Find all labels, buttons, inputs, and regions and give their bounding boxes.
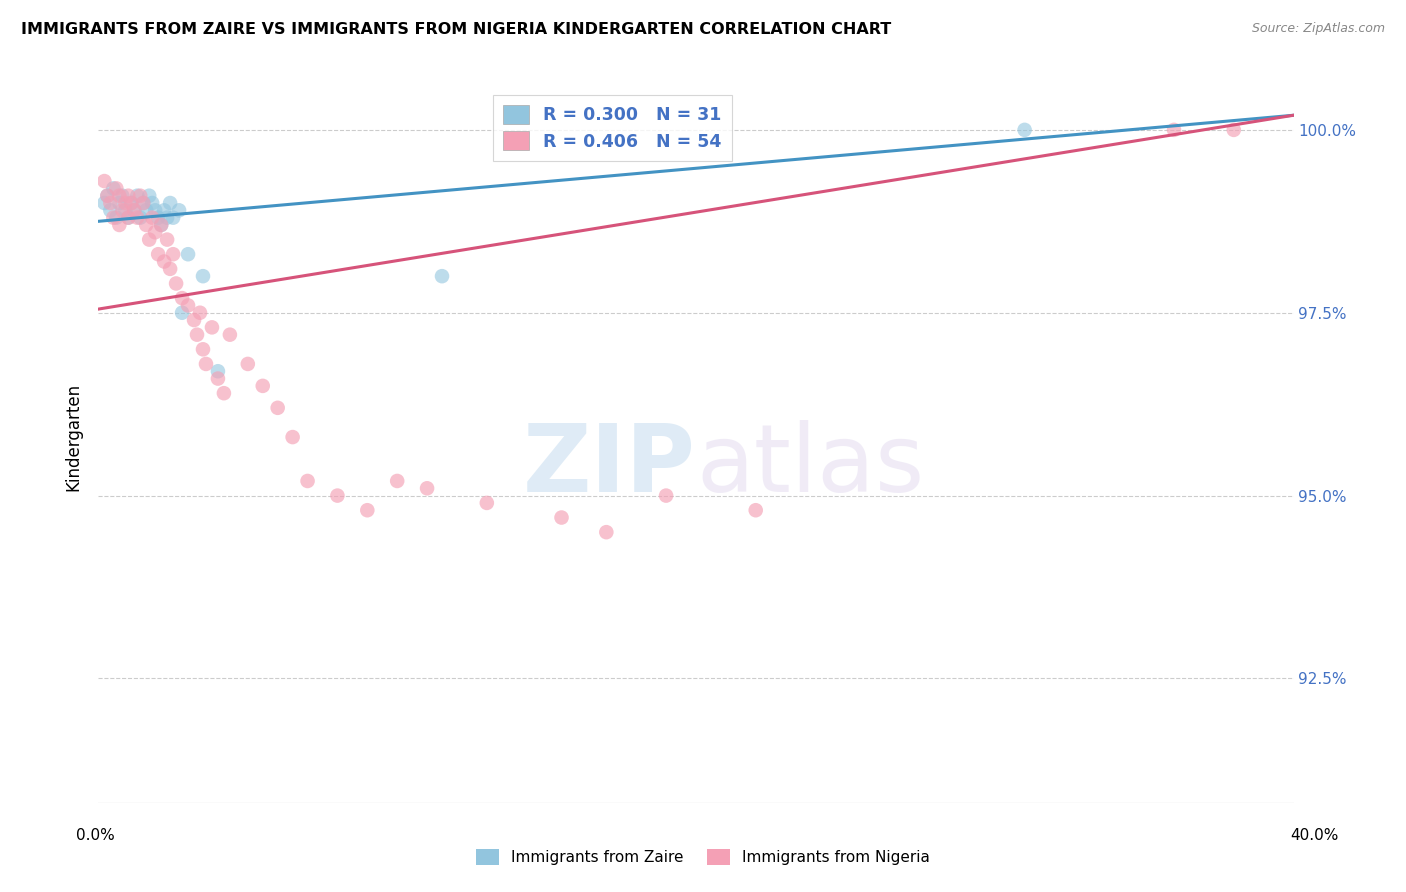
Point	[156, 211, 179, 225]
Point	[135, 218, 157, 232]
Point	[191, 343, 214, 357]
Point	[165, 277, 187, 291]
Point	[132, 196, 155, 211]
Point	[297, 474, 319, 488]
Point	[207, 371, 229, 385]
Point	[124, 203, 146, 218]
Point	[132, 196, 155, 211]
Point	[281, 430, 304, 444]
Point	[191, 269, 214, 284]
Point	[111, 203, 134, 218]
Point	[111, 188, 134, 202]
Point	[98, 203, 122, 218]
Point	[148, 247, 170, 261]
Point	[745, 503, 768, 517]
Legend: R = 0.300   N = 31, R = 0.406   N = 54: R = 0.300 N = 31, R = 0.406 N = 54	[492, 95, 733, 161]
Point	[267, 401, 290, 415]
Point	[105, 211, 128, 225]
Point	[96, 188, 118, 202]
Point	[475, 496, 498, 510]
Point	[195, 357, 218, 371]
Point	[120, 196, 142, 211]
Point	[550, 510, 572, 524]
Text: IMMIGRANTS FROM ZAIRE VS IMMIGRANTS FROM NIGERIA KINDERGARTEN CORRELATION CHART: IMMIGRANTS FROM ZAIRE VS IMMIGRANTS FROM…	[21, 22, 891, 37]
Text: 0.0%: 0.0%	[76, 828, 115, 843]
Point	[114, 203, 136, 218]
Point	[135, 203, 157, 218]
Point	[98, 196, 122, 211]
Point	[356, 503, 378, 517]
Point	[96, 188, 118, 202]
Point	[167, 203, 190, 218]
Point	[143, 203, 166, 218]
Text: atlas: atlas	[696, 420, 924, 512]
Point	[162, 247, 184, 261]
Point	[103, 181, 125, 195]
Point	[172, 291, 194, 305]
Point	[172, 306, 194, 320]
Point	[1014, 123, 1036, 137]
Point	[159, 196, 181, 211]
Point	[177, 247, 200, 261]
Point	[120, 196, 142, 211]
Point	[326, 489, 349, 503]
Text: Source: ZipAtlas.com: Source: ZipAtlas.com	[1251, 22, 1385, 36]
Point	[385, 474, 409, 488]
Point	[252, 379, 274, 393]
Legend: Immigrants from Zaire, Immigrants from Nigeria: Immigrants from Zaire, Immigrants from N…	[470, 843, 936, 871]
Point	[108, 218, 131, 232]
Point	[108, 188, 131, 202]
Point	[201, 320, 224, 334]
Point	[129, 211, 152, 225]
Point	[138, 233, 160, 247]
Point	[219, 327, 242, 342]
Text: 40.0%: 40.0%	[1291, 828, 1339, 843]
Point	[117, 211, 139, 225]
Point	[129, 188, 152, 202]
Point	[150, 218, 173, 232]
Point	[93, 196, 115, 211]
Point	[156, 233, 179, 247]
Point	[159, 261, 181, 276]
Point	[141, 211, 163, 225]
Point	[141, 196, 163, 211]
Point	[124, 203, 146, 218]
Point	[127, 188, 149, 202]
Point	[127, 211, 149, 225]
Point	[93, 174, 115, 188]
Point	[212, 386, 235, 401]
Point	[117, 211, 139, 225]
Y-axis label: Kindergarten: Kindergarten	[65, 383, 83, 491]
Point	[148, 211, 170, 225]
Point	[143, 225, 166, 239]
Point	[114, 196, 136, 211]
Point	[153, 203, 176, 218]
Point	[105, 181, 128, 195]
Point	[1223, 123, 1246, 137]
Point	[186, 327, 208, 342]
Point	[162, 211, 184, 225]
Point	[153, 254, 176, 268]
Point	[183, 313, 205, 327]
Point	[117, 188, 139, 202]
Point	[1163, 123, 1185, 137]
Text: ZIP: ZIP	[523, 420, 696, 512]
Point	[188, 306, 211, 320]
Point	[595, 525, 617, 540]
Point	[236, 357, 259, 371]
Point	[138, 188, 160, 202]
Point	[416, 481, 439, 495]
Point	[177, 298, 200, 312]
Point	[108, 196, 131, 211]
Point	[430, 269, 453, 284]
Point	[207, 364, 229, 378]
Point	[150, 218, 173, 232]
Point	[655, 489, 678, 503]
Point	[103, 211, 125, 225]
